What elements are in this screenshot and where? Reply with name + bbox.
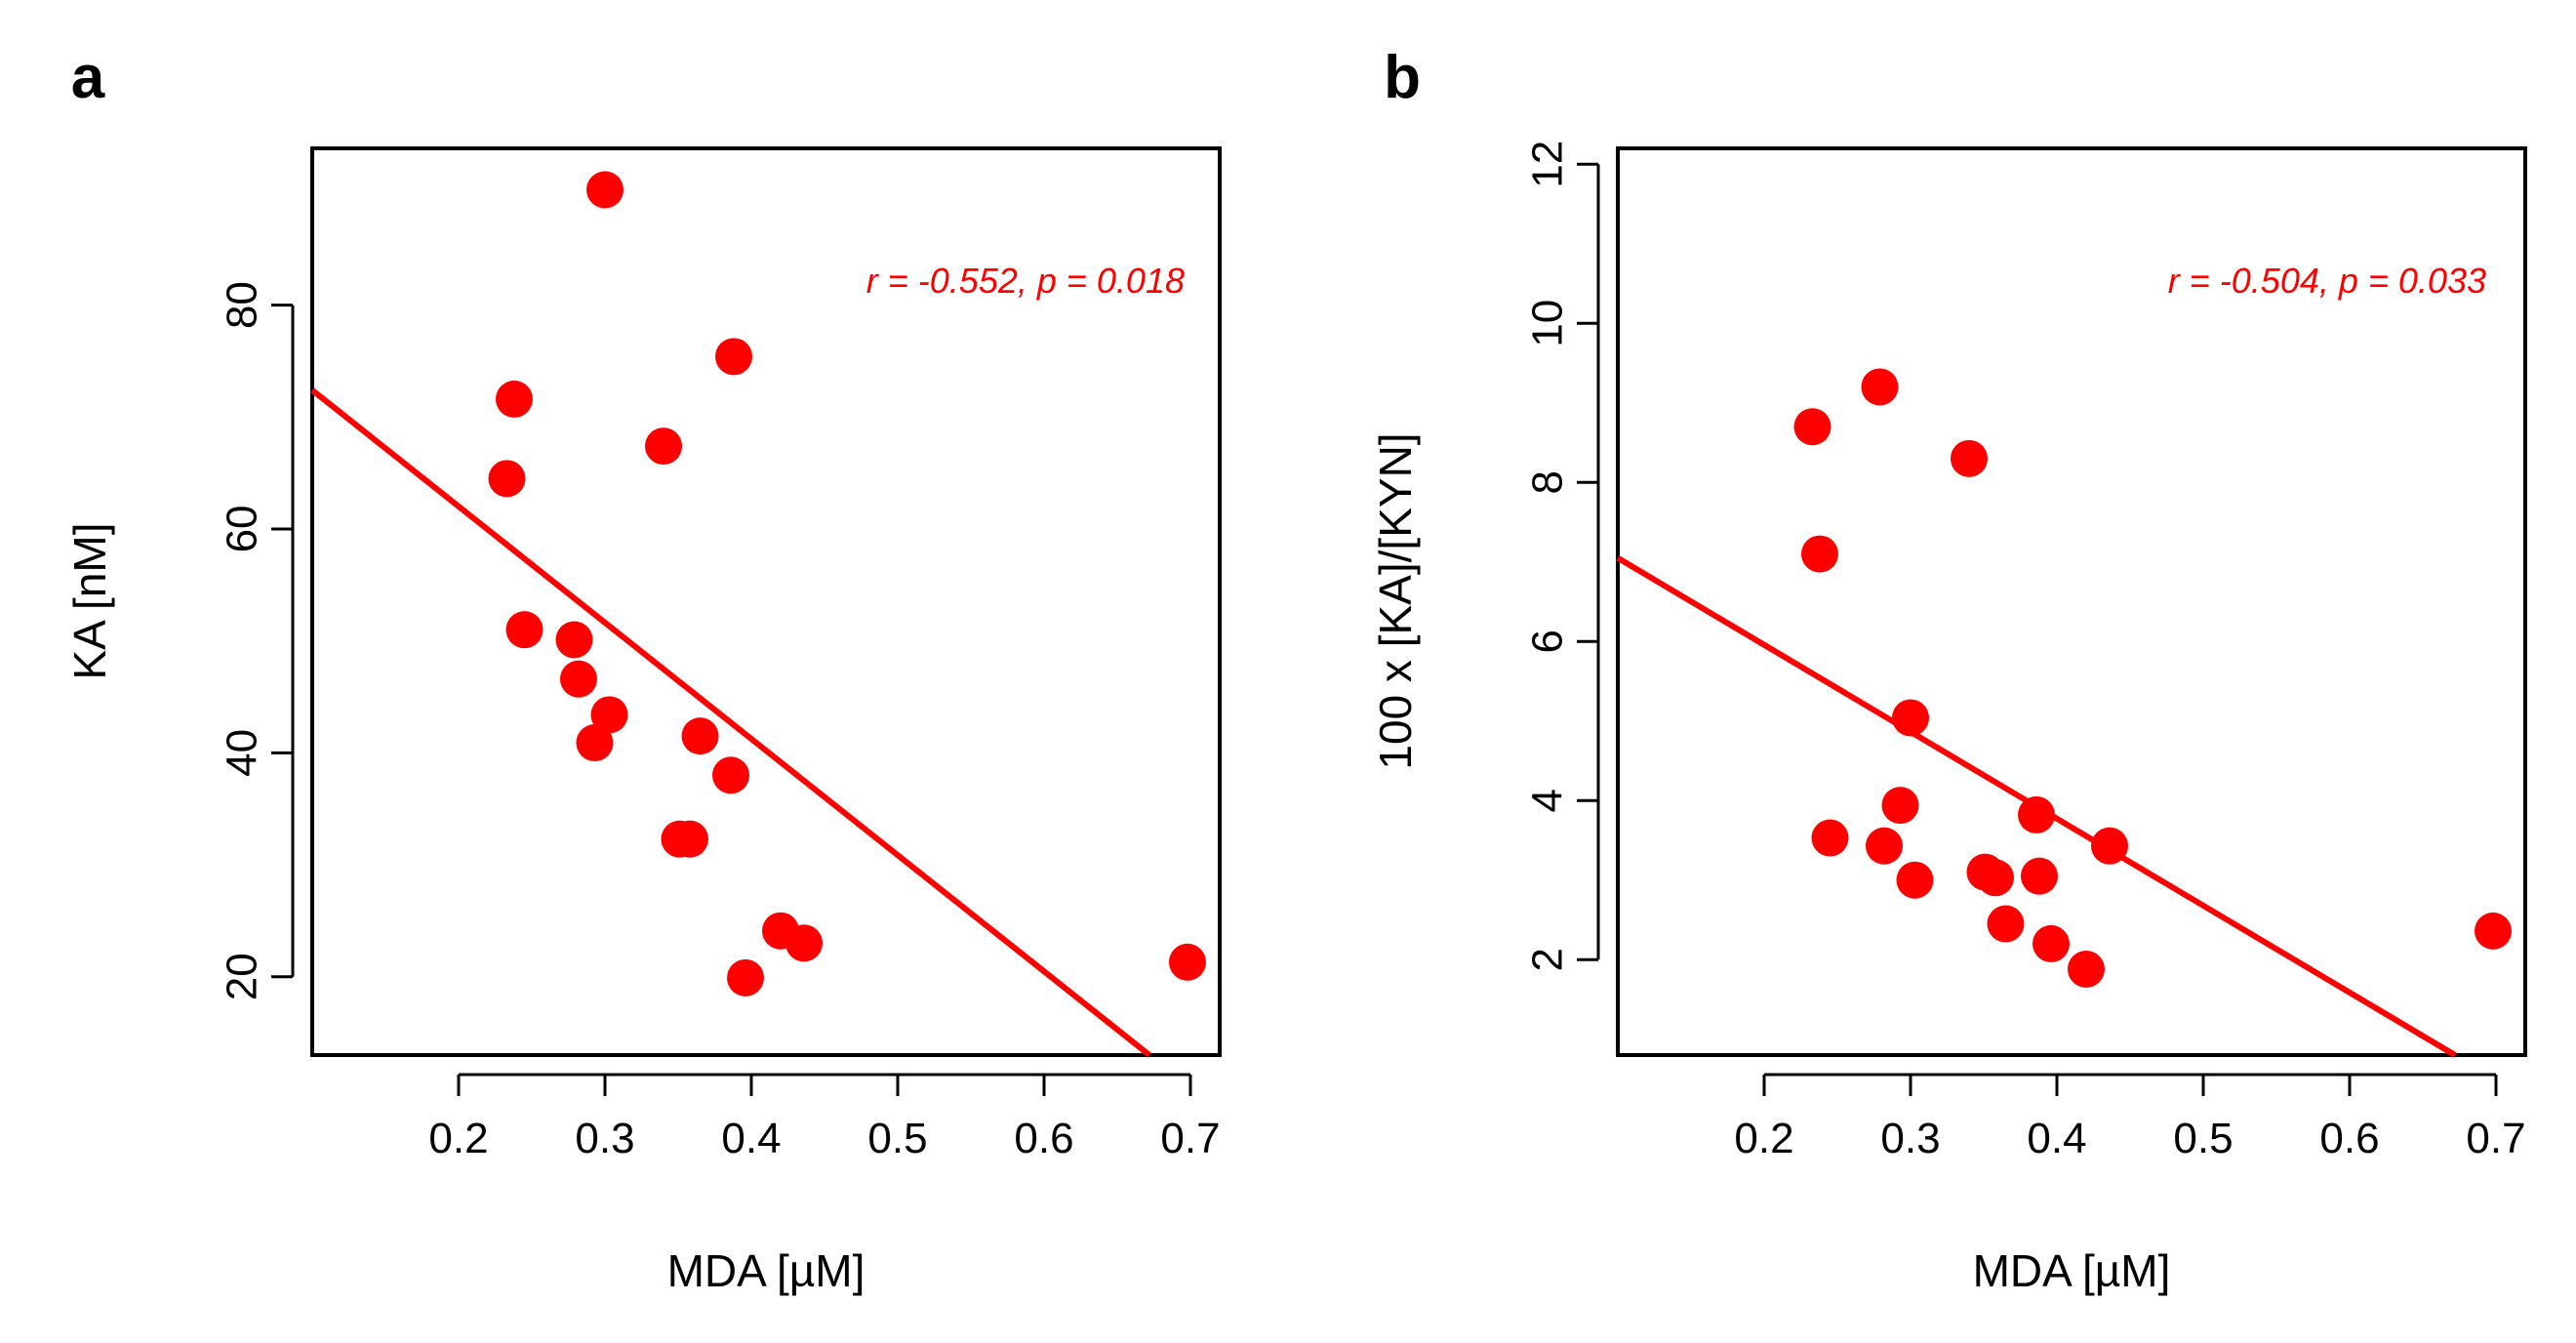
panel-a-data-point bbox=[590, 696, 628, 734]
panel-b-data-point bbox=[2021, 857, 2058, 895]
panel-b-data-point bbox=[1987, 905, 2025, 943]
panel-b-data-point bbox=[2068, 950, 2105, 988]
panel-b-x-tick-label: 0.6 bbox=[2319, 1115, 2379, 1162]
panel-a-data-point bbox=[555, 621, 593, 659]
panel-b-y-tick-label: 10 bbox=[1524, 300, 1572, 347]
panel-a-points bbox=[488, 171, 1206, 997]
panel-b-data-point bbox=[1793, 408, 1831, 446]
panel-a-y-axis-title: KA [nM] bbox=[64, 522, 115, 679]
panel-a-fit bbox=[310, 387, 1151, 1058]
panel-b-data-point bbox=[1866, 827, 1903, 865]
panel-b-data-point bbox=[1951, 439, 1988, 477]
panel-b-data-point bbox=[1861, 368, 1899, 406]
panel-a-y-tick-label: 20 bbox=[219, 953, 266, 1000]
panel-a-x-tick-label: 0.6 bbox=[1014, 1115, 1073, 1162]
panel-b-x-axis: 0.2 0.3 0.4 0.5 0.6 0.7 bbox=[1734, 1073, 2526, 1162]
panel-b-plot-frame bbox=[1616, 146, 2527, 1057]
panel-a-data-point bbox=[681, 717, 719, 755]
panel-a: a 0.2 0.3 0.4 0.5 0.6 0.7 20 40 60 80 MDA [µM] K… bbox=[64, 44, 1222, 1296]
panel-b-x-tick-label: 0.5 bbox=[2173, 1115, 2233, 1162]
panel-b-data-point bbox=[1811, 819, 1849, 857]
panel-b: b 0.2 0.3 0.4 0.5 0.6 0.7 2 4 6 8 10 12 MDA [µM] 1… bbox=[1370, 44, 2527, 1296]
panel-a-y-tick-label: 60 bbox=[219, 505, 266, 552]
panel-a-data-point bbox=[715, 338, 752, 376]
panel-b-data-point bbox=[1801, 535, 1838, 573]
panel-a-x-axis-title: MDA [µM] bbox=[667, 1245, 865, 1296]
panel-b-y-tick-label: 4 bbox=[1524, 789, 1572, 812]
panel-b-data-point bbox=[2475, 912, 2512, 950]
panel-b-label: b bbox=[1384, 44, 1421, 111]
panel-a-y-tick-label: 80 bbox=[219, 281, 266, 329]
panel-a-data-point bbox=[1169, 943, 1206, 981]
panel-a-label: a bbox=[71, 44, 105, 111]
panel-b-y-tick-label: 6 bbox=[1524, 630, 1572, 653]
panel-b-x-tick-label: 0.7 bbox=[2466, 1115, 2525, 1162]
panel-a-data-point bbox=[671, 820, 708, 858]
panel-b-data-point bbox=[1977, 859, 2014, 897]
panel-b-x-tick-label: 0.3 bbox=[1880, 1115, 1940, 1162]
panel-a-x-tick-label: 0.3 bbox=[575, 1115, 634, 1162]
panel-a-data-point bbox=[576, 724, 614, 762]
panel-b-y-tick-label: 8 bbox=[1524, 470, 1572, 494]
panel-b-x-tick-label: 0.4 bbox=[2027, 1115, 2086, 1162]
panel-b-data-point bbox=[1881, 787, 1919, 825]
panel-a-plot-frame bbox=[310, 146, 1222, 1057]
panel-b-points bbox=[1793, 368, 2512, 988]
panel-a-regression-line bbox=[310, 387, 1151, 1058]
panel-a-data-point bbox=[712, 756, 749, 794]
panel-a-data-point bbox=[505, 611, 543, 649]
panel-a-data-point bbox=[645, 427, 682, 466]
panel-a-data-point bbox=[488, 460, 526, 498]
panel-a-y-axis: 20 40 60 80 bbox=[219, 281, 295, 1000]
panel-a-x-tick-label: 0.7 bbox=[1160, 1115, 1220, 1162]
panel-a-x-tick-label: 0.4 bbox=[721, 1115, 781, 1162]
panel-a-data-point bbox=[586, 171, 624, 209]
panel-a-y-tick-label: 40 bbox=[219, 729, 266, 777]
panel-b-data-point bbox=[2018, 795, 2055, 834]
panel-a-x-tick-label: 0.5 bbox=[867, 1115, 927, 1162]
panel-a-x-axis: 0.2 0.3 0.4 0.5 0.6 0.7 bbox=[428, 1073, 1221, 1162]
panel-b-y-axis-title: 100 x [KA]/[KYN] bbox=[1370, 432, 1421, 769]
panel-a-data-point bbox=[496, 380, 533, 418]
panel-b-data-point bbox=[1892, 699, 1929, 737]
panel-b-y-tick-label: 2 bbox=[1524, 948, 1572, 971]
panel-b-y-tick-label: 12 bbox=[1524, 141, 1572, 188]
panel-b-x-tick-label: 0.2 bbox=[1734, 1115, 1793, 1162]
panel-b-y-axis: 2 4 6 8 10 12 bbox=[1524, 141, 1600, 971]
panel-a-data-point bbox=[785, 924, 823, 962]
panel-b-data-point bbox=[1896, 861, 1934, 899]
panel-b-data-point bbox=[2091, 827, 2128, 865]
panel-b-data-point bbox=[2033, 924, 2070, 962]
panel-a-annotation: r = -0.552, p = 0.018 bbox=[866, 261, 1185, 301]
panel-a-data-point bbox=[727, 958, 764, 997]
panel-b-x-axis-title: MDA [µM] bbox=[1973, 1245, 2171, 1296]
panel-b-annotation: r = -0.504, p = 0.033 bbox=[2168, 261, 2486, 301]
panel-a-data-point bbox=[560, 660, 597, 698]
panel-a-x-tick-label: 0.2 bbox=[428, 1115, 488, 1162]
